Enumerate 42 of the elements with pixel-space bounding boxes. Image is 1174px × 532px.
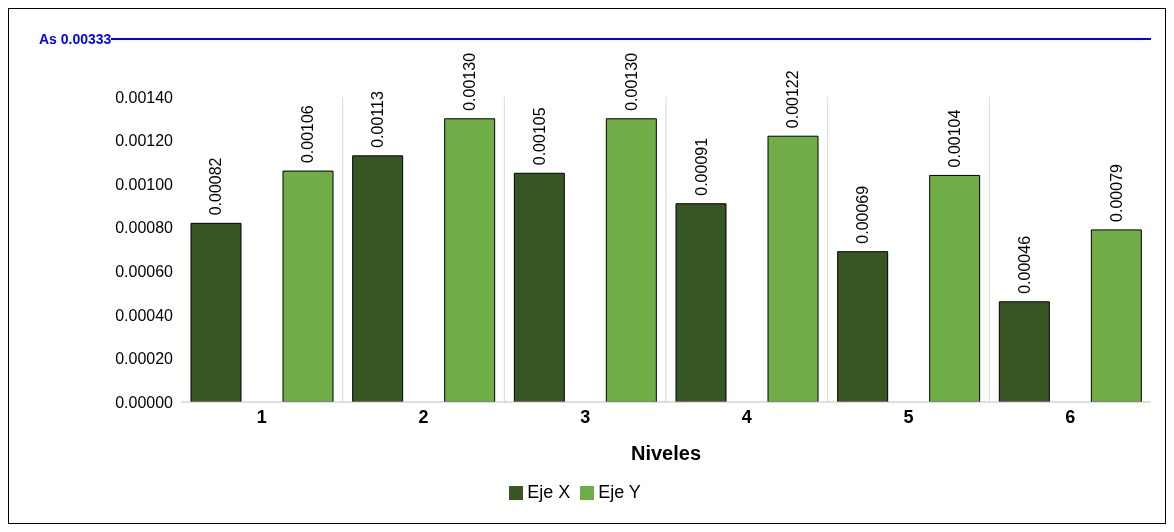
x-tick-label: 6	[1065, 406, 1076, 427]
y-tick-label: 0.00120	[115, 132, 174, 150]
bar	[1090, 229, 1142, 402]
data-label: 0.00106	[299, 105, 317, 164]
legend-label: Eje Y	[598, 482, 641, 502]
y-tick-label: 0.00060	[115, 262, 174, 280]
legend-label: Eje X	[527, 482, 571, 502]
data-label: 0.00104	[946, 109, 964, 168]
bar	[513, 172, 565, 402]
data-label: 0.00079	[1107, 163, 1125, 222]
y-tick-label: 0.00100	[115, 175, 174, 193]
bar	[998, 301, 1050, 402]
bar	[352, 155, 404, 402]
text: As 0.00333	[38, 31, 112, 47]
x-tick-label: 2	[418, 406, 429, 427]
x-tick-label: 5	[903, 406, 914, 427]
data-label: 0.00113	[369, 91, 387, 148]
data-label: 0.00091	[692, 137, 710, 196]
data-label: 0.00130	[461, 52, 479, 111]
y-tick-label: 0.00080	[115, 219, 174, 237]
bar	[675, 203, 727, 402]
data-label: 0.00105	[530, 107, 548, 166]
data-label: 0.00122	[784, 70, 802, 129]
x-tick-label: 1	[256, 406, 267, 427]
data-label: 0.00069	[854, 185, 872, 244]
y-tick-label: 0.00020	[115, 350, 174, 368]
data-label: 0.00046	[1015, 235, 1033, 294]
x-axis-title: Niveles	[630, 442, 702, 464]
x-tick-label: 4	[741, 406, 752, 427]
bar	[767, 135, 819, 402]
bar	[837, 251, 889, 402]
data-label: 0.00082	[207, 157, 225, 216]
y-tick-label: 0.00140	[115, 88, 174, 106]
x-tick-label: 3	[580, 406, 591, 427]
data-label: 0.00130	[622, 52, 640, 111]
bar	[929, 174, 981, 402]
bar	[444, 118, 496, 402]
y-tick-label: 0.00000	[115, 393, 174, 411]
bar	[605, 118, 657, 402]
bar	[190, 222, 242, 402]
y-tick-label: 0.00040	[115, 306, 174, 324]
bar	[282, 170, 334, 402]
